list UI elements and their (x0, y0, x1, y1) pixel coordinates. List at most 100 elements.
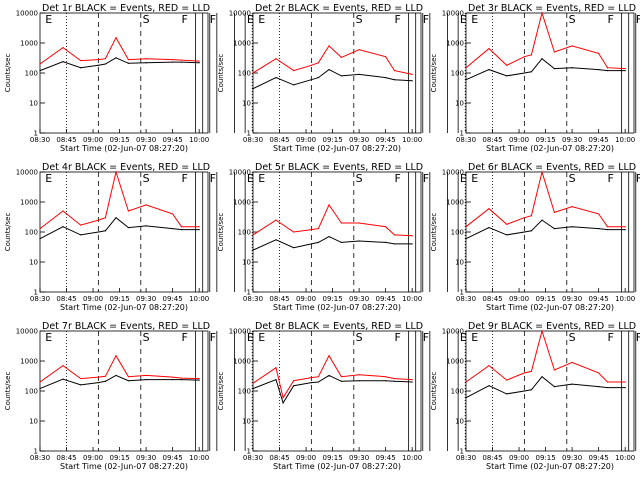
x-tick-label: 08:30 (243, 136, 263, 144)
x-tick-label: 08:45 (482, 454, 502, 462)
plot-frame (39, 330, 209, 452)
data-point (145, 58, 147, 60)
data-point (624, 386, 626, 389)
data-point (97, 219, 99, 221)
data-point (598, 386, 600, 388)
data-point (385, 376, 387, 378)
panel-title: Det 1r BLACK = Events, RED = LLD (42, 3, 210, 14)
x-tick-label: 09:15 (322, 295, 342, 303)
marker-letter: E (258, 331, 265, 344)
data-point (541, 58, 543, 60)
data-point (606, 381, 609, 383)
data-point (328, 355, 330, 357)
data-point (97, 376, 99, 378)
y-tick-label: 10000 (16, 328, 38, 336)
data-point (606, 67, 609, 69)
x-tick-label: 08:45 (482, 295, 502, 303)
series-events (465, 57, 626, 81)
data-point (39, 388, 41, 390)
x-tick-label: 09:15 (535, 454, 555, 462)
marker-letter: S (143, 172, 150, 185)
x-tick-label: 09:30 (349, 295, 369, 303)
plot-frame (465, 12, 635, 134)
data-point (293, 70, 295, 72)
marker-letter: F (210, 172, 216, 185)
data-point (104, 380, 107, 382)
data-point (310, 64, 312, 66)
x-tick-label: 08:45 (269, 295, 289, 303)
data-point (571, 383, 573, 385)
marker-letter: E (45, 13, 52, 26)
panel-title: Det 6r BLACK = Events, RED = LLD (468, 162, 636, 173)
marker-letter: S (356, 331, 363, 344)
data-point (624, 226, 626, 228)
marker-letter: S (569, 331, 576, 344)
marker-letter: F (394, 172, 400, 185)
data-point (553, 227, 556, 230)
data-point (393, 380, 396, 382)
x-tick-label: 08:45 (269, 136, 289, 144)
data-point (39, 63, 41, 65)
data-point (340, 56, 343, 59)
data-point (393, 234, 396, 236)
data-point (127, 58, 130, 61)
y-tick-label: 1000 (446, 358, 464, 366)
marker-letter: F (636, 172, 640, 185)
series-lld (39, 36, 200, 65)
data-point (39, 227, 41, 230)
marker-letter: F (394, 331, 400, 344)
marker-letter: E (247, 331, 254, 344)
x-axis-label: Start Time (02-Jun-07 08:27:20) (273, 144, 401, 153)
x-tick-label: 10:00 (189, 295, 209, 303)
marker-letter: E (460, 172, 467, 185)
data-point (127, 210, 130, 212)
series-events (252, 69, 413, 90)
x-axis-label: Start Time (02-Jun-07 08:27:20) (486, 303, 614, 312)
data-point (530, 389, 533, 391)
y-tick-label: 1000 (233, 199, 251, 207)
y-tick-label: 1000 (20, 358, 38, 366)
data-point (465, 226, 467, 228)
marker-letter: F (607, 172, 613, 185)
data-point (488, 208, 490, 210)
data-point (411, 243, 413, 245)
y-axis-label: Counts/sec (4, 213, 12, 252)
marker-letter: E (471, 331, 478, 344)
y-tick-label: 1000 (233, 40, 251, 48)
x-tick-label: 10:00 (615, 295, 635, 303)
y-tick-label: 1000 (233, 358, 251, 366)
data-point (488, 385, 490, 387)
x-tick-label: 10:00 (402, 295, 422, 303)
data-point (317, 62, 320, 64)
y-tick-label: 1 (34, 289, 38, 297)
x-tick-label: 09:30 (136, 295, 156, 303)
data-point (598, 372, 600, 374)
data-point (340, 75, 343, 77)
marker-letter: S (143, 331, 150, 344)
data-point (624, 229, 626, 231)
data-point (606, 229, 609, 231)
x-tick-label: 09:45 (163, 454, 183, 462)
y-axis-label: Counts/sec (217, 372, 225, 411)
data-point (340, 241, 343, 244)
x-axis-label: Start Time (02-Jun-07 08:27:20) (486, 144, 614, 153)
data-point (530, 370, 533, 373)
plot-frame (465, 171, 635, 293)
marker-letter: E (247, 172, 254, 185)
y-tick-label: 10000 (16, 169, 38, 177)
data-point (606, 70, 609, 72)
data-point (411, 378, 413, 381)
data-point (80, 67, 82, 69)
x-tick-label: 08:45 (269, 454, 289, 462)
data-point (180, 59, 183, 61)
data-point (571, 45, 573, 47)
data-point (39, 381, 41, 383)
data-point (172, 61, 174, 63)
data-point (465, 381, 467, 383)
data-point (385, 241, 387, 244)
x-tick-label: 09:00 (296, 295, 316, 303)
data-point (506, 379, 508, 381)
plot-frame (465, 330, 635, 452)
